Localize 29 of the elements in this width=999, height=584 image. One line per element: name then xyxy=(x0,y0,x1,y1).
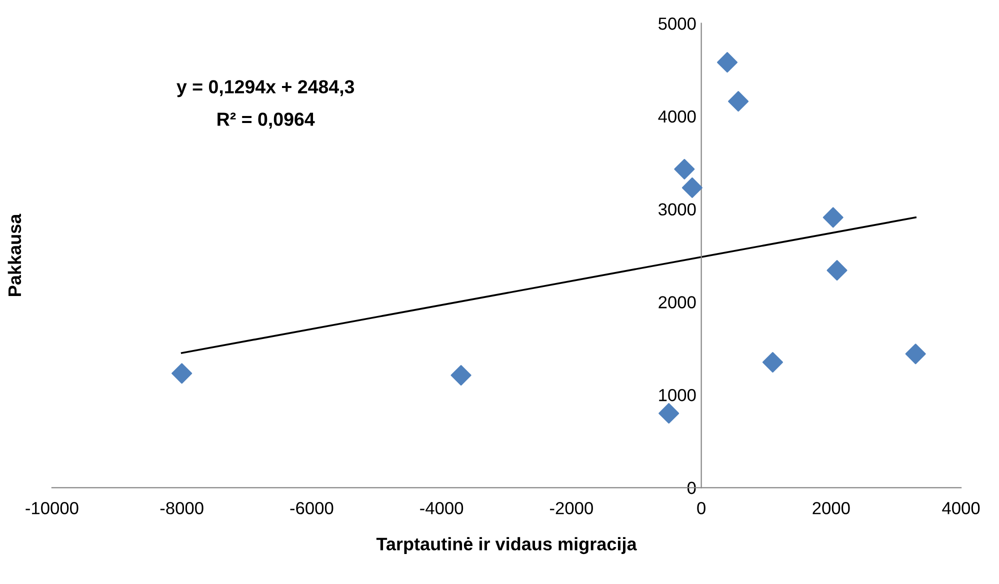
x-tick-label: 0 xyxy=(697,502,706,514)
point xyxy=(172,363,192,384)
point xyxy=(717,52,738,73)
y-tick-label: 2000 xyxy=(658,296,696,308)
y-tick-label: 3000 xyxy=(658,203,696,216)
x-tick-label: -4000 xyxy=(420,502,464,514)
x-tick-label: -2000 xyxy=(550,502,593,514)
x-tick-label: -10000 xyxy=(26,502,78,514)
point xyxy=(762,352,783,373)
x-tick-label: 4000 xyxy=(942,502,980,514)
point xyxy=(822,207,844,228)
point xyxy=(450,365,472,386)
point xyxy=(682,177,702,198)
point xyxy=(826,260,848,281)
y-tick-label: 0 xyxy=(687,482,696,494)
y-axis-title: Pakkausa xyxy=(8,214,22,296)
x-tick-label: 2000 xyxy=(812,502,850,514)
y-tick-label: 1000 xyxy=(659,388,696,402)
x-tick-label: -6000 xyxy=(290,502,334,514)
y-tick-label: 5000 xyxy=(658,18,696,30)
annotation: R² = 0,0964 xyxy=(218,112,315,129)
annotation: y = 0,1294x + 2484,3 xyxy=(176,80,354,98)
x-axis-title: Tarptautinė ir vidaus migracija xyxy=(376,537,637,554)
x-tick-label: -8000 xyxy=(160,502,204,514)
point xyxy=(674,158,695,180)
point xyxy=(905,344,926,364)
y-tick-label: 4000 xyxy=(658,110,696,123)
point xyxy=(728,91,749,112)
point xyxy=(658,403,680,424)
